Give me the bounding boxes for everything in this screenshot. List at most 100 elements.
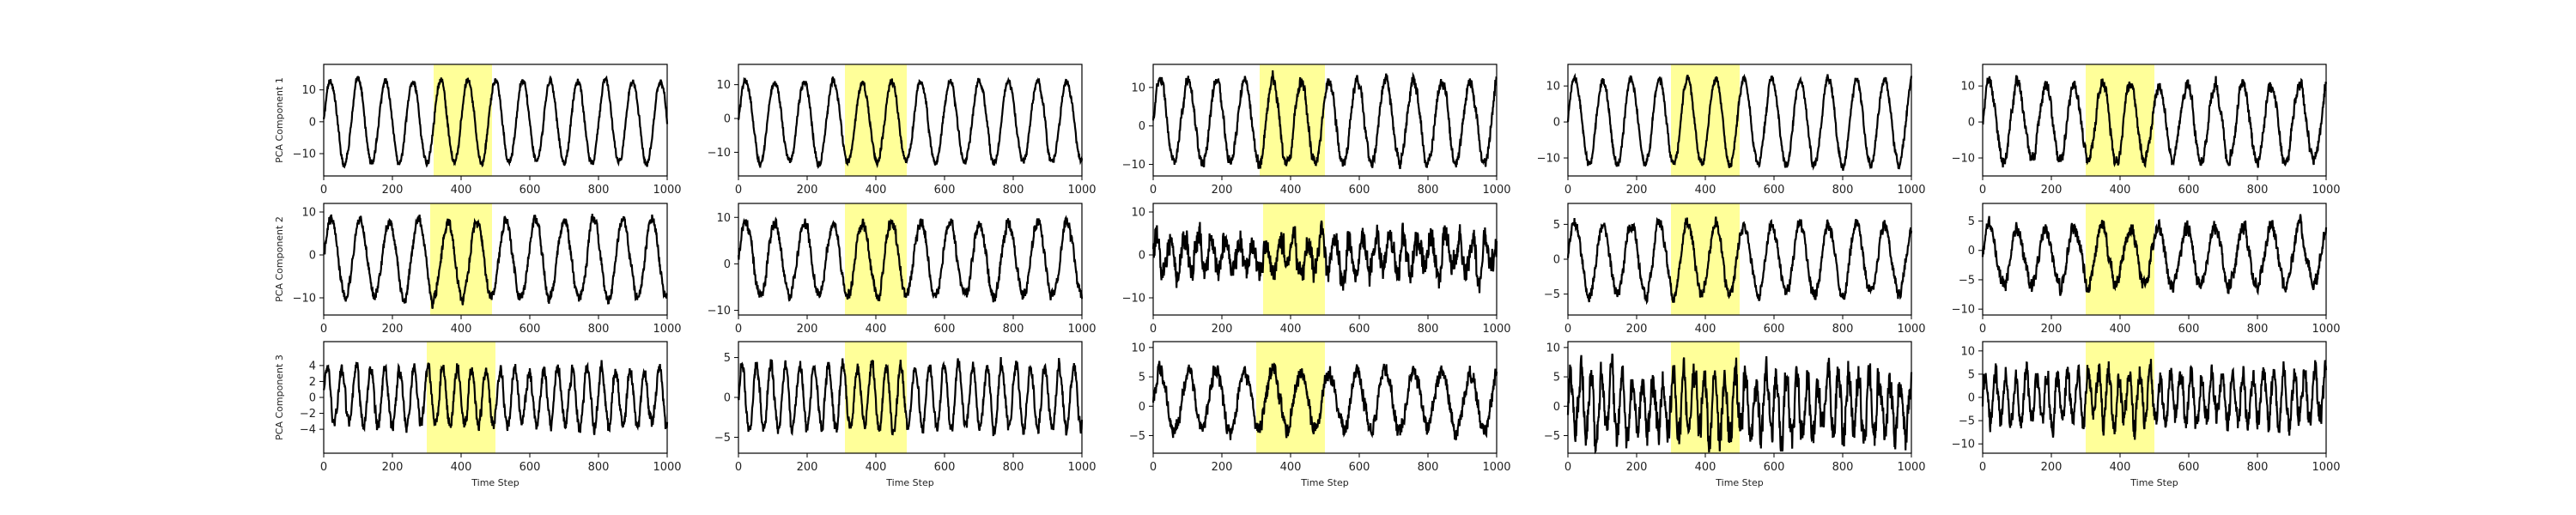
y-tick-label: 5	[1139, 372, 1145, 385]
series-line	[737, 357, 1084, 437]
subplot-r3-c5: 0 200 400 600 800 1000 −10 −5 0 5 10 Time Step	[1952, 341, 2341, 488]
x-tick-label: 0	[1564, 184, 1571, 197]
x-tick-label: 800	[1832, 184, 1854, 197]
x-tick-label: 1000	[1897, 323, 1925, 336]
x-tick-label: 1000	[1897, 184, 1925, 197]
y-tick-label: 0	[309, 116, 316, 129]
x-tick-label: 0	[735, 323, 742, 336]
subplot-r2-c3: 0 200 400 600 800 1000 −10 0 10	[1122, 203, 1511, 336]
x-tick-label: 400	[1280, 461, 1302, 474]
y-tick-label: 10	[1131, 207, 1145, 220]
y-axis-label: PCA Component 3	[274, 354, 285, 440]
anomaly-highlight	[2086, 203, 2154, 315]
x-tick-label: 200	[2041, 184, 2063, 197]
axes-frame	[1982, 203, 2327, 316]
x-tick-label: 1000	[653, 184, 681, 197]
y-tick-label: −5	[1544, 430, 1560, 443]
y-tick-label: 5	[1553, 372, 1560, 385]
y-tick-label: 10	[1131, 342, 1145, 354]
y-tick-label: 0	[1553, 401, 1560, 414]
axes-frame	[323, 203, 668, 316]
x-tick-label: 400	[866, 184, 887, 197]
x-tick-label: 600	[2178, 461, 2200, 474]
series-line	[1982, 75, 2328, 169]
y-tick-label: −10	[1952, 439, 1975, 451]
series-line	[737, 215, 1084, 303]
axes-frame	[738, 203, 1083, 316]
y-tick-label: 5	[1553, 219, 1560, 232]
y-tick-label: 0	[309, 250, 316, 263]
x-tick-label: 400	[1695, 323, 1716, 336]
axes-frame	[1567, 341, 1912, 454]
y-tick-label: −10	[708, 147, 731, 160]
series-line	[737, 76, 1084, 169]
series-line	[1566, 216, 1913, 306]
x-tick-label: 1000	[1482, 184, 1510, 197]
x-tick-label: 0	[1979, 461, 1986, 474]
axes-frame	[738, 64, 1083, 177]
y-tick-label: 10	[1546, 81, 1560, 94]
y-tick-label: 10	[1131, 82, 1145, 94]
x-tick-label: 800	[1003, 461, 1024, 474]
x-tick-label: 800	[1003, 184, 1024, 197]
y-tick-label: −10	[708, 305, 731, 318]
subplot-r2-c5: 0 200 400 600 800 1000 −10 −5 0 5	[1952, 203, 2341, 336]
y-tick-label: −10	[1537, 153, 1560, 166]
x-tick-label: 600	[934, 184, 956, 197]
x-tick-label: 200	[2041, 323, 2063, 336]
x-tick-label: 400	[1280, 323, 1302, 336]
x-tick-label: 1000	[1067, 461, 1096, 474]
x-tick-label: 0	[735, 184, 742, 197]
x-tick-label: 600	[2178, 184, 2200, 197]
y-tick-label: 0	[1968, 117, 1975, 130]
x-tick-label: 800	[1418, 461, 1439, 474]
y-tick-label: 0	[1139, 401, 1145, 414]
x-tick-label: 1000	[653, 323, 681, 336]
x-tick-label: 800	[1832, 461, 1854, 474]
x-tick-label: 1000	[1067, 184, 1096, 197]
series-line	[1981, 359, 2328, 440]
x-tick-label: 600	[519, 184, 541, 197]
x-tick-label: 200	[382, 184, 404, 197]
x-axis-label: Time Step	[471, 477, 519, 488]
subplot-r1-c4: 0 200 400 600 800 1000 −10 0 10	[1537, 64, 1926, 197]
x-tick-label: 1000	[1067, 323, 1096, 336]
subplot-r2-c2: 0 200 400 600 800 1000 −10 0 10	[708, 203, 1097, 336]
y-tick-label: 0	[724, 113, 731, 126]
x-tick-label: 800	[1418, 184, 1439, 197]
x-tick-label: 200	[1626, 184, 1648, 197]
x-tick-label: 600	[1349, 184, 1370, 197]
x-tick-label: 600	[934, 461, 956, 474]
x-tick-label: 1000	[1482, 461, 1510, 474]
y-tick-label: 10	[301, 84, 316, 97]
y-tick-label: −5	[1129, 430, 1145, 443]
axes-frame	[1982, 64, 2327, 177]
x-tick-label: 1000	[653, 461, 681, 474]
y-tick-label: −5	[714, 432, 731, 445]
y-tick-label: 0	[1139, 250, 1145, 263]
y-tick-label: 10	[1960, 345, 1975, 358]
x-tick-label: 600	[519, 323, 541, 336]
x-tick-label: 0	[1150, 323, 1157, 336]
x-tick-label: 400	[866, 461, 887, 474]
subplot-r1-c3: 0 200 400 600 800 1000 −10 0 10	[1122, 64, 1511, 197]
y-tick-label: 0	[724, 258, 731, 271]
x-tick-label: 800	[2247, 184, 2269, 197]
y-tick-label: 10	[716, 79, 731, 92]
x-tick-label: 400	[1695, 184, 1716, 197]
subplot-r3-c2: 0 200 400 600 800 1000 −5 0 5 Time Step	[714, 341, 1097, 488]
x-tick-label: 200	[1626, 323, 1648, 336]
y-tick-label: −5	[1544, 288, 1560, 301]
x-tick-label: 0	[1150, 461, 1157, 474]
x-tick-label: 400	[1695, 461, 1716, 474]
x-tick-label: 200	[1626, 461, 1648, 474]
y-axis-label: PCA Component 1	[274, 77, 285, 163]
subplot-r2-c1: 0 200 400 600 800 1000 −10 0 10 PCA Component 2	[274, 203, 682, 336]
subplot-r1-c1: 0 200 400 600 800 1000 −10 0 10 PCA Component 1	[274, 64, 682, 197]
series-line	[322, 360, 669, 435]
x-tick-label: 200	[382, 323, 404, 336]
y-axis-label: PCA Component 2	[274, 216, 285, 302]
y-tick-label: 0	[1968, 245, 1975, 258]
y-tick-label: −10	[1122, 293, 1145, 306]
